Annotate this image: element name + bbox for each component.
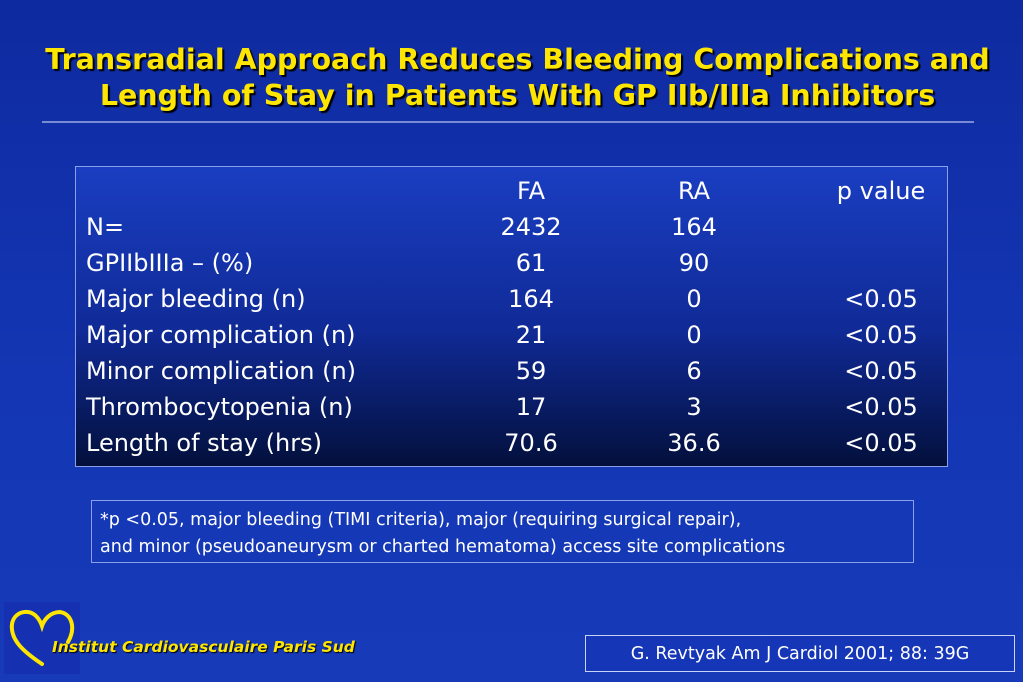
cell-p: <0.05 [844,285,918,313]
cell-p: <0.05 [844,357,918,385]
table-row: Major bleeding (n) 164 0 <0.05 [76,281,947,317]
institute-logo [4,602,80,674]
table-row: Major complication (n) 21 0 <0.05 [76,317,947,353]
cell-p: <0.05 [844,429,918,457]
header-ra: RA [677,177,711,205]
cell-ra: 6 [686,357,702,385]
institute-name: Institut Cardiovasculaire Paris Sud [52,638,355,656]
cell-ra: 164 [671,213,717,241]
table-row: Thrombocytopenia (n) 17 3 <0.05 [76,389,947,425]
header-fa: FA [516,177,546,205]
table-row: Length of stay (hrs) 70.6 36.6 <0.05 [76,425,947,461]
cell-ra: 0 [686,285,702,313]
cell-ra: 0 [686,321,702,349]
cell-ra: 3 [686,393,702,421]
cell-fa: 21 [515,321,547,349]
cell-p: <0.05 [844,321,918,349]
row-label: GPIIbIIIa – (%) [86,249,254,277]
slide-title-line-2: Length of Stay in Patients With GP IIb/I… [99,79,936,112]
cell-p: <0.05 [844,393,918,421]
citation-box: G. Revtyak Am J Cardiol 2001; 88: 39G [585,635,1015,672]
slide-title: Transradial Approach Reduces Bleeding Co… [20,42,1015,114]
row-label: Thrombocytopenia (n) [86,393,353,421]
cell-ra: 36.6 [667,429,721,457]
cell-fa: 59 [515,357,547,385]
row-label: Minor complication (n) [86,357,357,385]
cell-ra: 90 [678,249,710,277]
cell-fa: 70.6 [504,429,558,457]
footnote-box: *p <0.05, major bleeding (TIMI criteria)… [91,500,914,563]
cell-fa: 17 [515,393,547,421]
slide-title-line-1: Transradial Approach Reduces Bleeding Co… [45,43,990,76]
row-label: Major bleeding (n) [86,285,306,313]
cell-fa: 2432 [500,213,562,241]
heart-outline-icon [9,609,75,666]
row-label: Major complication (n) [86,321,356,349]
footnote-line-1: *p <0.05, major bleeding (TIMI criteria)… [100,510,742,530]
table-row: N= 2432 164 [76,209,947,245]
cell-fa: 164 [508,285,554,313]
cell-fa: 61 [515,249,547,277]
table-header-row: FA RA p value [76,173,947,209]
header-p-value: p value [836,177,926,205]
title-underline [42,121,974,123]
footnote-line-2: and minor (pseudoaneurysm or charted hem… [100,537,786,557]
row-label: N= [86,213,125,241]
results-table: FA RA p value N= 2432 164 GPIIbIIIa – (%… [75,166,948,467]
table-row: Minor complication (n) 59 6 <0.05 [76,353,947,389]
table-row: GPIIbIIIa – (%) 61 90 [76,245,947,281]
row-label: Length of stay (hrs) [86,429,322,457]
